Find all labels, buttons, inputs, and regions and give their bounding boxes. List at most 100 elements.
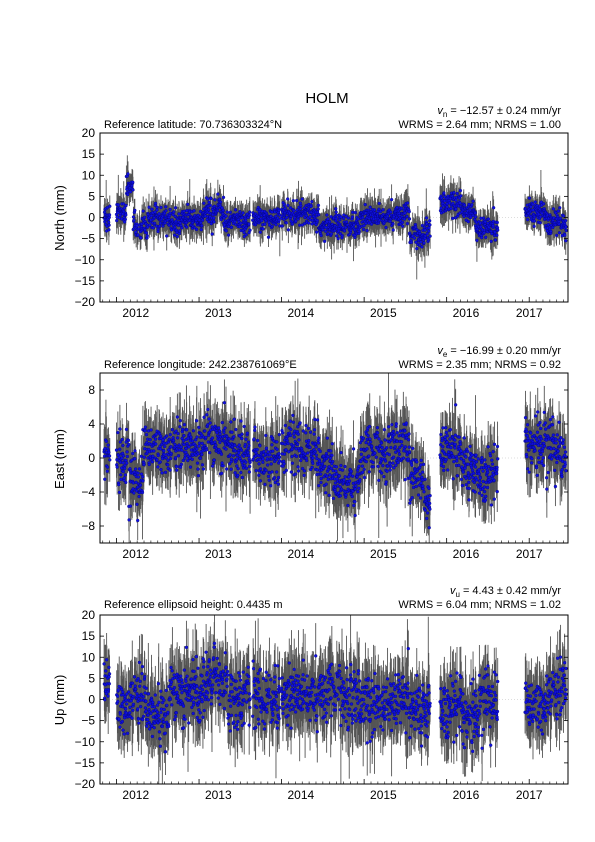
north-data-point xyxy=(158,221,163,225)
north-data-point xyxy=(261,227,265,231)
north-data-point xyxy=(274,223,278,227)
north-data-point xyxy=(314,230,319,234)
north-data-point xyxy=(164,205,168,209)
north-data-point xyxy=(418,243,422,247)
north-data-point xyxy=(199,227,203,232)
north-data-point xyxy=(248,228,252,232)
north-data-point xyxy=(454,198,458,202)
north-data-point xyxy=(207,200,211,205)
north-data-point xyxy=(202,201,206,205)
north-data-point xyxy=(228,210,233,215)
north-data-point xyxy=(329,232,334,236)
north-data-point xyxy=(280,224,284,228)
north-data-point xyxy=(415,246,419,251)
north-data-point xyxy=(369,222,374,226)
north-data-point xyxy=(471,199,475,203)
north-data-point xyxy=(180,226,184,230)
north-data-point xyxy=(563,218,568,223)
north-data-point xyxy=(258,230,263,234)
north-data-point xyxy=(233,219,237,224)
north-data-point xyxy=(209,196,213,201)
north-data-point xyxy=(334,213,339,217)
north-data-point xyxy=(378,209,383,214)
north-y-tick-label: −5 xyxy=(81,232,95,246)
north-data-point xyxy=(473,215,478,219)
north-data-point xyxy=(212,216,216,220)
north-data-point xyxy=(219,217,223,222)
north-data-point xyxy=(427,226,431,230)
north-data-point xyxy=(356,217,360,221)
north-data-point xyxy=(139,236,143,240)
north-data-point xyxy=(203,214,208,218)
north-data-point xyxy=(284,221,288,225)
north-data-point xyxy=(145,234,149,238)
north-data-point xyxy=(182,209,186,214)
north-x-tick-label: 2017 xyxy=(516,306,543,320)
north-data-point xyxy=(372,208,377,212)
north-data-point xyxy=(315,218,319,223)
north-data-point xyxy=(346,216,351,220)
north-data-series xyxy=(102,155,568,280)
north-data-point xyxy=(344,220,349,224)
north-data-point xyxy=(405,214,409,219)
north-data-point xyxy=(564,228,568,233)
north-data-point xyxy=(333,228,337,233)
north-data-point xyxy=(319,233,323,238)
north-y-tick-label: 15 xyxy=(82,147,96,161)
north-data-point xyxy=(556,209,561,213)
north-data-point xyxy=(462,203,467,207)
north-data-point xyxy=(362,223,366,228)
east-stats-label: WRMS = 2.35 mm; NRMS = 0.92 xyxy=(398,359,561,371)
north-data-point xyxy=(563,233,567,237)
north-data-point xyxy=(353,210,358,215)
north-velocity-label: vn = −12.57 ± 0.24 mm/yr xyxy=(437,105,561,119)
north-data-point xyxy=(107,228,111,232)
north-x-tick-label: 2016 xyxy=(453,306,480,320)
north-data-point xyxy=(300,197,304,201)
north-data-point xyxy=(164,209,168,213)
north-data-point xyxy=(244,218,248,223)
north-y-tick-label: 0 xyxy=(88,211,95,225)
north-data-point xyxy=(141,209,145,213)
north-data-point xyxy=(428,219,432,223)
north-data-point xyxy=(425,232,429,236)
north-data-point xyxy=(377,201,381,206)
north-data-point xyxy=(244,233,248,237)
north-data-point xyxy=(401,224,405,228)
north-data-point xyxy=(483,220,487,224)
north-data-point xyxy=(361,215,365,220)
north-data-point xyxy=(309,204,313,208)
north-data-point xyxy=(532,224,536,229)
north-data-point xyxy=(153,201,158,206)
north-data-point xyxy=(159,205,163,210)
north-data-point xyxy=(422,241,426,245)
north-data-point xyxy=(536,212,541,216)
north-data-point xyxy=(338,218,342,222)
north-data-point xyxy=(131,188,135,192)
north-data-point xyxy=(424,216,429,220)
north-data-point xyxy=(133,208,137,213)
north-data-point xyxy=(298,223,302,227)
north-data-point xyxy=(258,207,262,212)
north-data-point xyxy=(131,215,136,219)
north-data-point xyxy=(294,219,298,223)
north-y-tick-label: 5 xyxy=(88,189,95,203)
north-data-point xyxy=(168,207,172,212)
north-data-point xyxy=(237,225,242,229)
north-data-point xyxy=(146,225,150,229)
north-data-point xyxy=(458,201,462,205)
north-y-tick-label: 20 xyxy=(82,126,96,140)
north-data-point xyxy=(532,219,536,223)
north-data-point xyxy=(192,209,196,213)
north-data-point xyxy=(177,212,181,216)
north-data-point xyxy=(491,224,495,228)
north-data-point xyxy=(186,202,190,207)
north-data-point xyxy=(208,203,213,208)
north-data-point xyxy=(239,221,243,225)
north-data-point xyxy=(335,234,339,238)
north-data-point xyxy=(389,197,394,202)
north-data-point xyxy=(361,227,366,232)
north-data-point xyxy=(283,206,287,211)
north-data-point xyxy=(365,228,369,233)
north-data-point xyxy=(150,207,154,211)
